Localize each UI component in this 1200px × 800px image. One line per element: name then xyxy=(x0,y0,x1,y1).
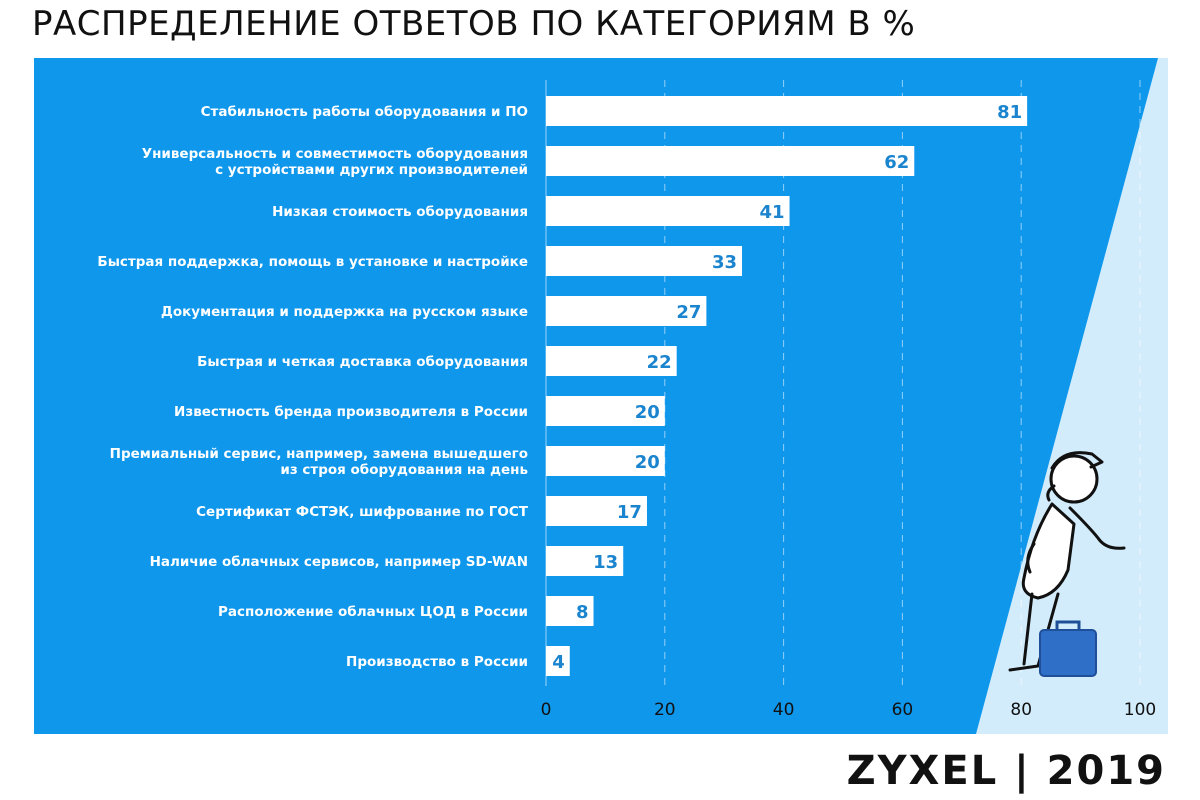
bar-value-label: 41 xyxy=(759,202,784,223)
category-label-line: Известность бренда производителя в Росси… xyxy=(174,404,528,420)
category-label-line: Низкая стоимость оборудования xyxy=(272,204,528,220)
bar-value-label: 17 xyxy=(617,502,642,523)
bar xyxy=(546,496,647,526)
bar-chart: 81 62 41 33 27 22 20 20 17 13 8 4 Стабильность рабо… xyxy=(34,58,1168,734)
bar-value-label: 4 xyxy=(552,652,565,673)
footer-year: 2019 xyxy=(1046,748,1166,794)
bar-value-label: 22 xyxy=(647,352,672,373)
category-label-line: из строя оборудования на день xyxy=(280,462,528,478)
category-label: Стабильность работы оборудования и ПО xyxy=(201,104,528,120)
category-label: Быстрая и четкая доставка оборудования xyxy=(197,354,528,370)
footer-separator: | xyxy=(1014,748,1031,794)
bar-value-label: 27 xyxy=(676,302,701,323)
briefcase-icon xyxy=(1039,629,1097,677)
category-label: Сертификат ФСТЭК, шифрование по ГОСТ xyxy=(196,504,529,520)
bars: 81 62 41 33 27 22 20 20 17 13 8 4 xyxy=(546,96,1028,676)
bar xyxy=(546,296,707,326)
category-label-line: Быстрая и четкая доставка оборудования xyxy=(197,354,528,370)
category-label-line: Сертификат ФСТЭК, шифрование по ГОСТ xyxy=(196,504,529,520)
chart-panel: 81 62 41 33 27 22 20 20 17 13 8 4 Стабильность рабо… xyxy=(34,58,1168,734)
category-label-line: Стабильность работы оборудования и ПО xyxy=(201,104,528,120)
bar xyxy=(546,246,743,276)
bar-value-label: 13 xyxy=(593,552,618,573)
person-leg-left xyxy=(1022,592,1034,666)
person-body xyxy=(1021,502,1076,600)
category-label-line: Универсальность и совместимость оборудов… xyxy=(142,146,528,162)
x-tick-label: 20 xyxy=(654,700,676,720)
bar-value-label: 33 xyxy=(712,252,737,273)
category-labels: Стабильность работы оборудования и ПО Уни… xyxy=(97,104,528,670)
bar-value-label: 62 xyxy=(884,152,909,173)
category-label: Известность бренда производителя в Росси… xyxy=(174,404,528,420)
bar xyxy=(546,96,1028,126)
briefcase-handle xyxy=(1055,620,1081,630)
bar xyxy=(546,146,915,176)
category-label-line: Расположение облачных ЦОД в России xyxy=(218,604,528,620)
category-label: Низкая стоимость оборудования xyxy=(272,204,528,220)
x-tick-label: 40 xyxy=(773,700,795,720)
category-label: Наличие облачных сервисов, например SD-W… xyxy=(150,554,528,570)
bar xyxy=(546,646,570,676)
x-tick-label: 60 xyxy=(892,700,914,720)
category-label-line: Производство в России xyxy=(346,654,528,670)
light-accent-wedge xyxy=(976,58,1168,734)
bar xyxy=(546,596,594,626)
category-label-line: Быстрая поддержка, помощь в установке и … xyxy=(97,254,528,270)
bar xyxy=(546,196,790,226)
category-label: Производство в России xyxy=(346,654,528,670)
bar xyxy=(546,546,624,576)
brand-logo: ZYXEL xyxy=(846,748,999,794)
category-label: Премиальный сервис, например, замена выш… xyxy=(110,446,528,478)
bar-value-label: 81 xyxy=(997,102,1022,123)
bar xyxy=(546,446,665,476)
category-label: Документация и поддержка на русском язык… xyxy=(161,304,528,320)
category-label: Быстрая поддержка, помощь в установке и … xyxy=(97,254,528,270)
person-with-briefcase-icon xyxy=(1008,451,1126,677)
bar xyxy=(546,396,665,426)
person-arm-right xyxy=(1068,506,1126,550)
x-tick-label: 0 xyxy=(541,700,552,720)
bar-value-label: 8 xyxy=(576,602,589,623)
category-label: Расположение облачных ЦОД в России xyxy=(218,604,528,620)
footer-brand: ZYXEL | 2019 xyxy=(847,748,1166,794)
person-head xyxy=(1049,454,1099,504)
person-cap xyxy=(1050,451,1104,470)
page-title: РАСПРЕДЕЛЕНИЕ ОТВЕТОВ ПО КАТЕГОРИЯМ В % xyxy=(32,4,916,44)
x-axis-ticks: 0 20 40 60 80 100 xyxy=(541,700,1157,720)
category-label-line: с устройствами других производителей xyxy=(215,162,528,178)
x-tick-label: 80 xyxy=(1010,700,1032,720)
person-arm-left xyxy=(1026,542,1036,574)
category-label: Универсальность и совместимость оборудов… xyxy=(142,146,528,178)
x-tick-label: 100 xyxy=(1124,700,1156,720)
bar-value-label: 20 xyxy=(635,452,660,473)
category-label-line: Документация и поддержка на русском язык… xyxy=(161,304,528,320)
category-label-line: Наличие облачных сервисов, например SD-W… xyxy=(150,554,528,570)
bar-value-label: 20 xyxy=(635,402,660,423)
person-ear xyxy=(1046,484,1056,502)
person-leg-right xyxy=(1008,592,1060,672)
grid-lines xyxy=(545,80,1141,686)
bar xyxy=(546,346,677,376)
category-label-line: Премиальный сервис, например, замена выш… xyxy=(110,446,528,462)
